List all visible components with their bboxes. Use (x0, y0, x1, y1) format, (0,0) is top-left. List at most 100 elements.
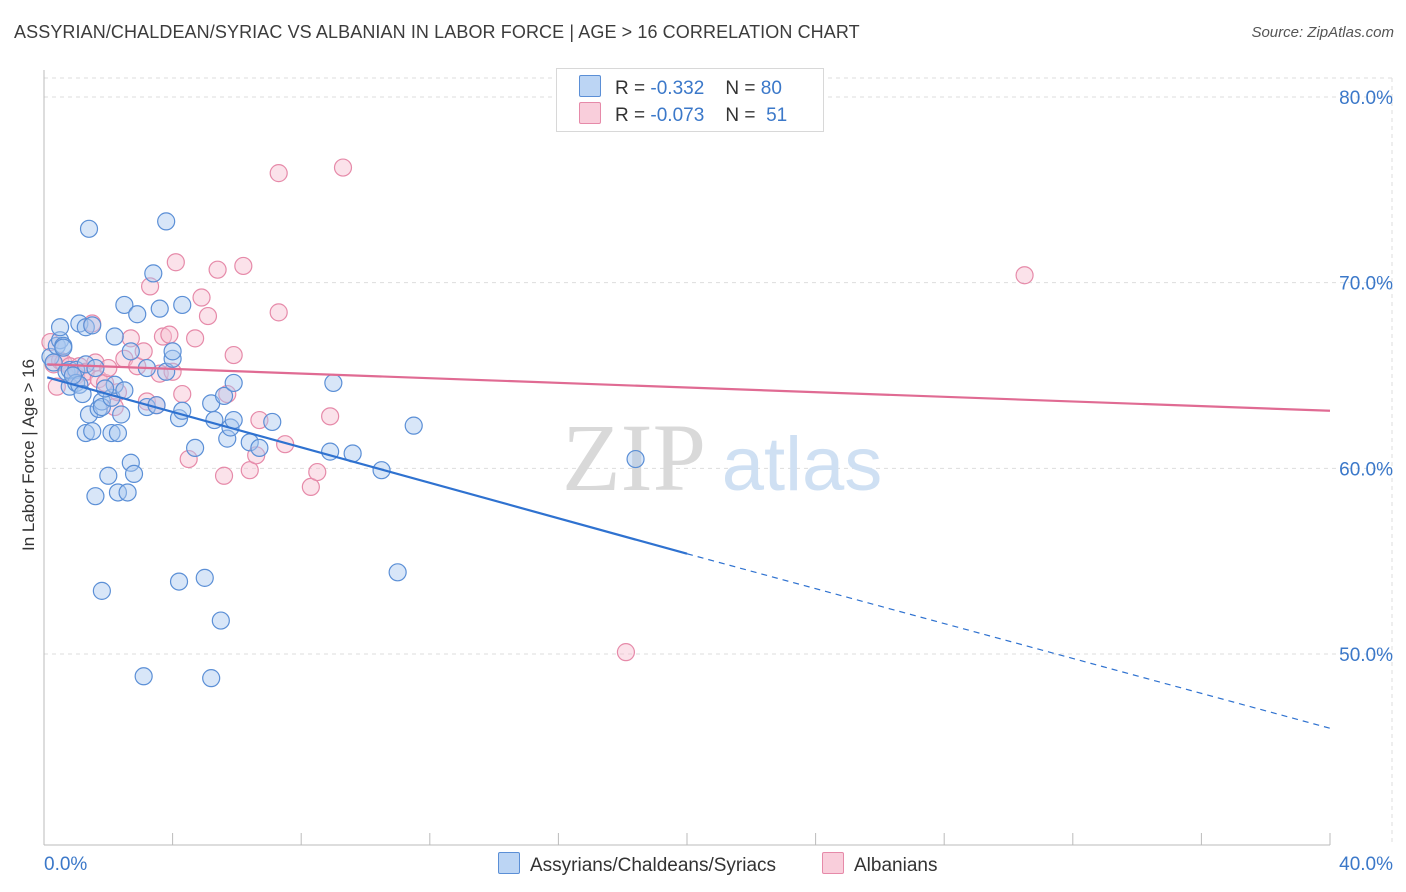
assyrians-point (186, 438, 205, 458)
y-tick-label: 50.0% (1339, 645, 1393, 666)
assyrians-point (54, 338, 73, 357)
albanians-point (214, 466, 234, 485)
assyrians-point (195, 568, 214, 587)
assyrians-point (86, 487, 105, 506)
watermark-zip: ZIP (562, 404, 706, 511)
assyrians-point (108, 423, 128, 443)
y-tick-label: 80.0% (1339, 88, 1393, 109)
axes (43, 70, 1331, 846)
assyrians-point (157, 212, 176, 231)
legend-row-assyrians: R = -0.332 N = 80 (579, 75, 782, 99)
assyrians-point (211, 611, 230, 630)
assyrians-point (150, 299, 169, 318)
albanians-trend-line (47, 363, 1331, 412)
assyrians-point (388, 563, 407, 582)
albanians-point (166, 253, 185, 272)
albanians-point (99, 358, 118, 378)
assyrians-point (118, 483, 137, 502)
assyrians-point (73, 384, 92, 404)
trend-lines (46, 363, 1331, 729)
albanians-point (616, 643, 636, 662)
albanians-point (47, 377, 66, 396)
assyrians-trend-extension (686, 553, 1331, 729)
albanians-point (218, 384, 237, 404)
assyrians-point (124, 464, 144, 484)
albanians-point (269, 303, 288, 322)
assyrians-point (202, 669, 221, 688)
albanians-point (308, 462, 327, 482)
assyrians-point (250, 438, 269, 458)
albanians-point (1015, 266, 1034, 285)
legend-r-label: R = (615, 105, 646, 126)
assyrians-point (83, 422, 102, 441)
assyrians-point (163, 342, 182, 361)
legend-n-label: N = (725, 105, 756, 126)
legend-r-value: -0.073 (650, 105, 705, 126)
bottom-legend-albanians: Albanians (822, 852, 937, 877)
albanians-point (179, 449, 198, 469)
tick-labels: 80.0% 70.0% 60.0% 50.0% 0.0% 40.0% (44, 88, 1393, 875)
legend-r-value: -0.332 (650, 78, 705, 99)
y-tick-label: 70.0% (1339, 274, 1393, 295)
assyrians-point (626, 449, 645, 469)
assyrians-point (112, 405, 131, 424)
albanians-point (163, 362, 182, 381)
albanians-point (269, 164, 288, 183)
bottom-legend-label: Albanians (854, 855, 938, 876)
assyrians-point (92, 397, 111, 417)
source-label: Source: ZipAtlas.com (1251, 24, 1394, 41)
albanians-point (321, 407, 340, 426)
assyrians-point (115, 295, 134, 315)
assyrians-point (76, 318, 95, 337)
stats-legend: R = -0.332 N = 80 R = -0.073 N = 51 (556, 68, 824, 132)
bottom-legend-assyrians: Assyrians/Chaldeans/Syriacs (498, 852, 776, 877)
albanians-point (333, 158, 353, 177)
x-tick-label: 0.0% (44, 854, 87, 875)
legend-n-value: 51 (766, 105, 788, 126)
assyrians-point (169, 572, 189, 591)
assyrians-point (144, 264, 163, 283)
assyrians-point (83, 316, 102, 335)
assyrians-points (41, 212, 645, 688)
legend-n-value: 80 (760, 78, 782, 99)
chart-title: ASSYRIAN/CHALDEAN/SYRIAC VS ALBANIAN IN … (14, 22, 860, 42)
assyrians-point (79, 219, 99, 238)
legend-swatch-blue (579, 75, 601, 97)
watermark: ZIP atlas (562, 404, 882, 511)
albanians-point (173, 384, 192, 404)
legend-n-label: N = (725, 78, 756, 99)
assyrians-point (263, 412, 282, 432)
watermark-atlas: atlas (722, 422, 883, 507)
bottom-legend-swatch-blue (498, 852, 520, 874)
bottom-legend-swatch-pink (822, 852, 844, 874)
albanians-point (224, 345, 243, 365)
x-tick-label: 40.0% (1339, 854, 1393, 875)
assyrians-point (218, 429, 237, 448)
albanians-point (186, 329, 205, 348)
assyrians-trend-line (46, 376, 688, 555)
albanians-point (208, 260, 227, 279)
assyrians-point (50, 318, 70, 337)
assyrians-point (404, 416, 423, 435)
assyrians-point (324, 373, 343, 393)
gridlines (44, 77, 1393, 845)
legend-r-label: R = (615, 78, 646, 99)
assyrians-point (105, 375, 124, 394)
assyrians-point (47, 336, 66, 355)
legend-swatch-pink (579, 102, 601, 124)
assyrians-point (102, 423, 121, 443)
assyrians-point (121, 342, 140, 361)
assyrians-point (86, 358, 105, 378)
assyrians-point (92, 581, 111, 600)
assyrians-point (63, 366, 83, 385)
assyrians-point (224, 373, 243, 393)
albanians-point (160, 325, 179, 344)
y-axis-label: In Labor Force | Age > 16 (19, 359, 38, 551)
albanians-points (41, 158, 1034, 662)
albanians-point (198, 306, 218, 326)
assyrians-point (105, 327, 124, 346)
assyrians-point (214, 386, 234, 406)
albanians-point (234, 256, 253, 276)
assyrians-point (134, 667, 153, 686)
